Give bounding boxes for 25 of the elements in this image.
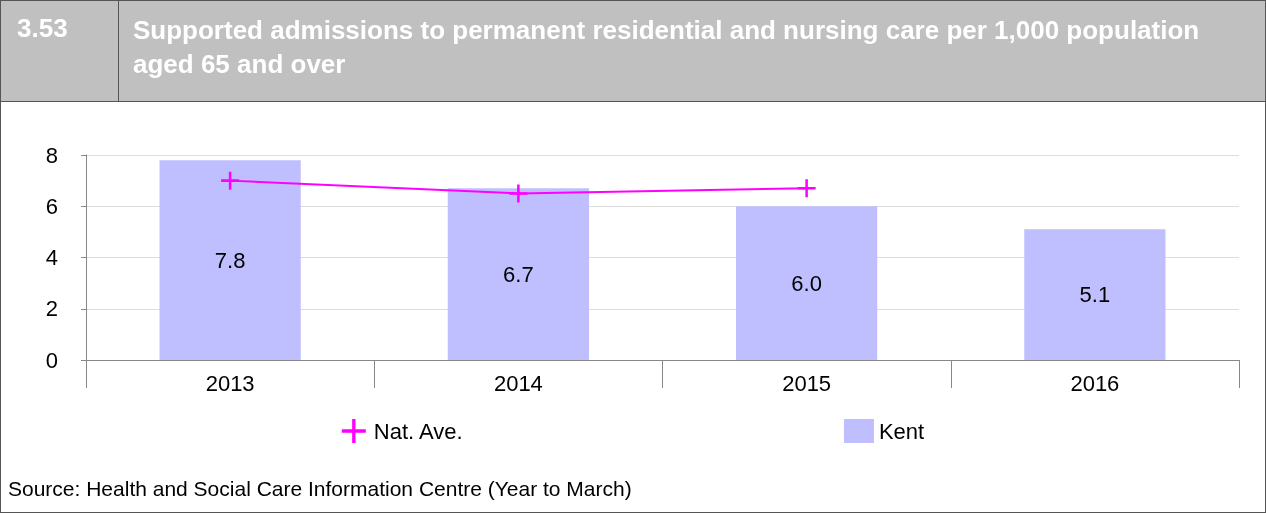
source-note: Source: Health and Social Care Information Centre (Year to March) xyxy=(8,477,632,501)
data-label: 6.0 xyxy=(791,270,822,296)
y-tick-label: 2 xyxy=(45,296,58,322)
bar xyxy=(159,160,301,360)
y-tick-label: 6 xyxy=(45,193,58,219)
x-tick-label: 2013 xyxy=(205,370,255,396)
point xyxy=(509,184,528,203)
chart-title: Supported admissions to permanent residential and nursing care per 1,000 population aged 65 and over xyxy=(132,14,1201,81)
point xyxy=(221,171,240,190)
bar xyxy=(736,206,878,360)
text: 3.53 xyxy=(1,1,119,101)
y-tick-label: 4 xyxy=(45,245,58,270)
data-label: 7.8 xyxy=(214,247,246,273)
y-tick-label: 0 xyxy=(45,347,58,373)
x-tick-label: 2014 xyxy=(493,370,543,396)
x-tick-label: 2015 xyxy=(782,370,832,396)
legend-label: Kent xyxy=(878,418,925,444)
legend-label: Nat. Ave. xyxy=(373,418,463,444)
y-tick-label: 8 xyxy=(45,142,58,168)
bar xyxy=(447,188,589,360)
bar xyxy=(1024,229,1166,360)
point xyxy=(797,179,816,198)
x-tick-label: 2016 xyxy=(1070,370,1120,396)
data-label: 6.7 xyxy=(503,261,534,287)
data-label: 5.1 xyxy=(1079,282,1111,308)
